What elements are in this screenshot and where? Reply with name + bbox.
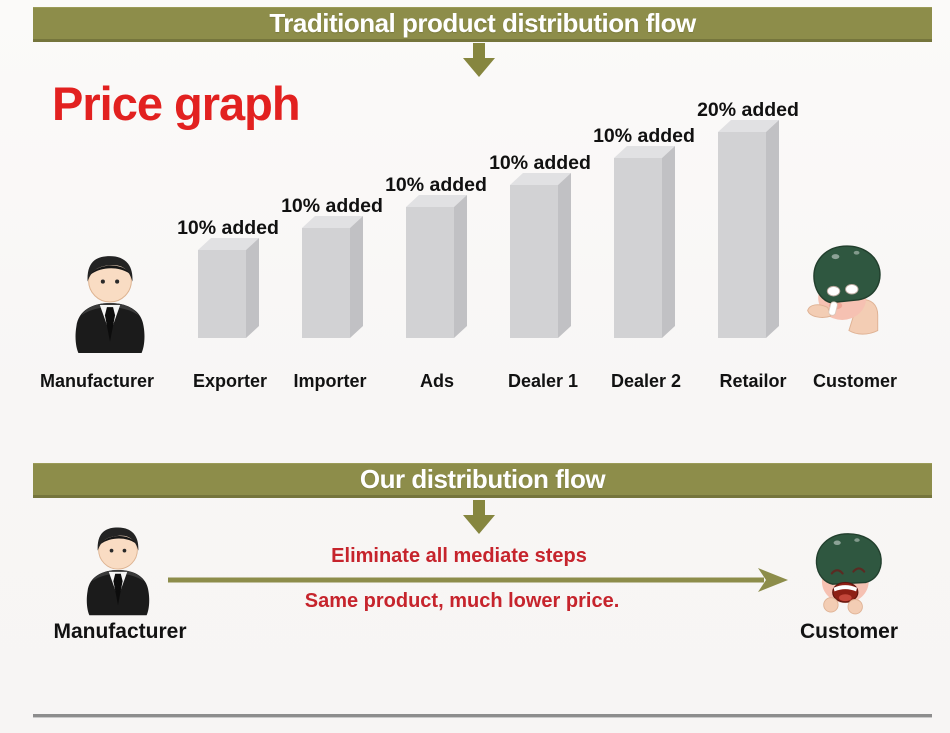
our-flow-banner: Our distribution flow <box>33 463 932 498</box>
stage-label-ads: Ads <box>419 371 455 391</box>
bar-percent-label: 20% added <box>697 99 799 121</box>
businessman-icon <box>75 256 145 353</box>
bar-percent-label: 10% added <box>177 217 279 239</box>
businessman-icon <box>86 527 150 616</box>
stage-label-exporter: Exporter <box>192 371 268 391</box>
stage-label-customer: Customer <box>812 371 898 391</box>
customer-icon <box>815 533 882 615</box>
price-bar-retailor: 20% added <box>697 99 799 338</box>
manufacturer-label: Manufacturer <box>53 620 187 643</box>
bar-percent-label: 10% added <box>385 174 487 196</box>
customer-icon <box>807 245 881 335</box>
down-arrow-icon <box>463 43 495 77</box>
stage-label-retailor: Retailor <box>719 371 787 391</box>
traditional-flow-banner: Traditional product distribution flow <box>33 7 932 42</box>
customer-label: Customer <box>799 620 899 643</box>
bar-percent-label: 10% added <box>593 125 695 147</box>
bar-percent-label: 10% added <box>281 195 383 217</box>
price-bar-dealer-2: 10% added <box>593 125 695 338</box>
price-bar-importer: 10% added <box>281 195 383 338</box>
lower-price-text: Same product, much lower price. <box>304 590 620 612</box>
down-arrow-icon <box>463 500 495 534</box>
stage-label-importer: Importer <box>293 371 367 391</box>
price-bar-exporter: 10% added <box>177 217 279 338</box>
eliminate-steps-text: Eliminate all mediate steps <box>331 545 587 567</box>
stage-label-dealer-1: Dealer 1 <box>507 371 579 391</box>
stage-label-dealer-2: Dealer 2 <box>610 371 682 391</box>
price-graph-title: Price graph <box>52 77 301 130</box>
price-bar-ads: 10% added <box>385 174 487 338</box>
stage-label-manufacturer: Manufacturer <box>39 371 155 391</box>
bottom-divider <box>33 714 932 718</box>
right-arrow-icon <box>168 568 788 592</box>
bar-percent-label: 10% added <box>489 152 591 174</box>
price-bar-dealer-1: 10% added <box>489 152 591 338</box>
